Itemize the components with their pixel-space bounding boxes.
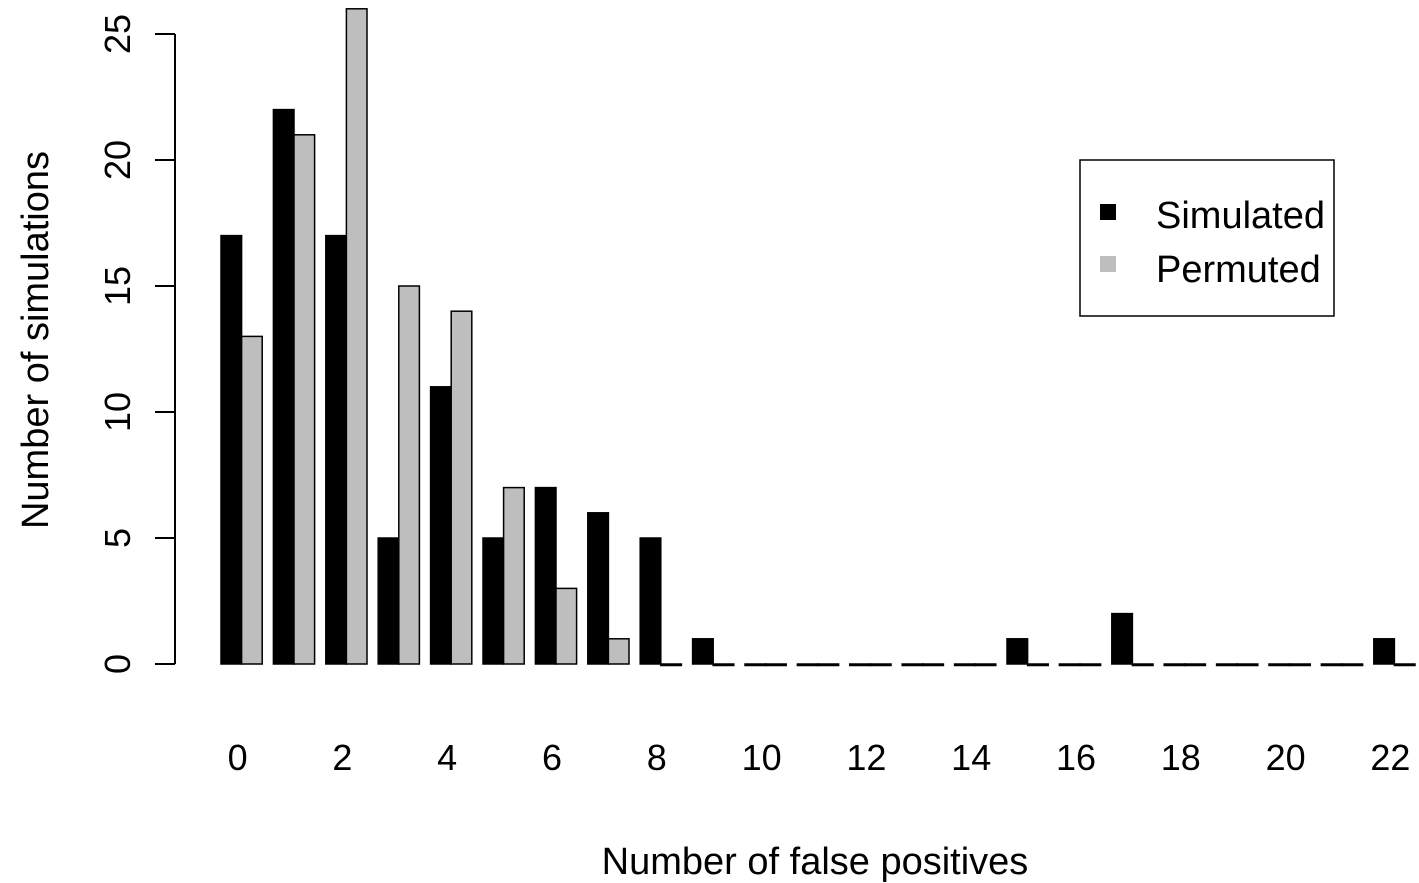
bar-permuted-20 <box>1288 663 1311 667</box>
y-tick-label: 5 <box>97 528 138 548</box>
bar-simulated-12 <box>849 663 872 667</box>
legend-label-permuted: Permuted <box>1156 249 1321 291</box>
bar-simulated-18 <box>1163 663 1186 667</box>
bar-simulated-1 <box>272 108 295 665</box>
bar-permuted-21 <box>1341 663 1364 667</box>
bar-simulated-10 <box>744 663 767 667</box>
bar-simulated-17 <box>1111 612 1134 665</box>
bar-simulated-4 <box>429 386 452 665</box>
bar-permuted-11 <box>817 663 840 667</box>
bar-permuted-19 <box>1236 663 1259 667</box>
bar-permuted-12 <box>869 663 892 667</box>
y-tick-label: 25 <box>97 14 138 54</box>
bar-permuted-7 <box>607 638 630 665</box>
x-tick-label: 6 <box>542 737 562 778</box>
bar-permuted-4 <box>450 310 473 665</box>
y-tick-label: 20 <box>97 140 138 180</box>
x-axis-title: Number of false positives <box>602 841 1029 883</box>
x-tick-label: 12 <box>846 737 886 778</box>
bar-permuted-0 <box>240 335 263 665</box>
bar-simulated-16 <box>1058 663 1081 667</box>
x-tick-label: 22 <box>1370 737 1410 778</box>
x-axis-ticks: 0 2 4 6 8 10 12 14 16 18 20 22 <box>228 737 1411 778</box>
bar-permuted-5 <box>502 486 525 665</box>
x-tick-label: 8 <box>647 737 667 778</box>
bar-permuted-15 <box>1026 663 1049 667</box>
legend-label-simulated: Simulated <box>1156 195 1325 237</box>
bar-permuted-14 <box>974 663 997 667</box>
bar-simulated-13 <box>901 663 924 667</box>
legend: Simulated Permuted <box>1079 159 1335 317</box>
x-tick-label: 16 <box>1056 737 1096 778</box>
bar-simulated-22 <box>1373 638 1396 665</box>
bar-simulated-8 <box>639 537 662 665</box>
bar-permuted-16 <box>1079 663 1102 667</box>
bar-permuted-9 <box>712 663 735 667</box>
bars <box>220 8 1416 667</box>
y-axis: 0 5 10 15 20 25 <box>97 14 176 674</box>
bar-simulated-19 <box>1215 663 1238 667</box>
bar-simulated-9 <box>691 638 714 665</box>
y-tick-label: 10 <box>97 392 138 432</box>
bar-simulated-20 <box>1268 663 1291 667</box>
bar-permuted-17 <box>1131 663 1154 667</box>
bar-simulated-5 <box>482 537 505 665</box>
y-axis-title: Number of simulations <box>15 151 57 529</box>
bar-permuted-8 <box>660 663 683 667</box>
bar-simulated-3 <box>377 537 400 665</box>
legend-swatch-simulated <box>1100 204 1116 220</box>
bar-permuted-22 <box>1393 663 1416 667</box>
y-tick-label: 15 <box>97 266 138 306</box>
legend-box <box>1079 159 1335 317</box>
bar-simulated-11 <box>796 663 819 667</box>
bar-permuted-2 <box>345 8 368 665</box>
bar-permuted-6 <box>555 587 578 665</box>
x-tick-label: 4 <box>437 737 457 778</box>
x-tick-label: 20 <box>1266 737 1306 778</box>
bar-permuted-13 <box>922 663 945 667</box>
bar-permuted-10 <box>764 663 787 667</box>
x-tick-label: 10 <box>742 737 782 778</box>
bar-simulated-7 <box>587 512 610 665</box>
bar-permuted-3 <box>398 285 421 665</box>
bar-simulated-21 <box>1320 663 1343 667</box>
bar-simulated-14 <box>953 663 976 667</box>
bar-simulated-15 <box>1006 638 1029 665</box>
x-tick-label: 18 <box>1161 737 1201 778</box>
bar-simulated-2 <box>325 234 348 665</box>
bar-permuted-1 <box>293 134 316 665</box>
legend-swatch-permuted <box>1100 256 1116 272</box>
bar-permuted-18 <box>1184 663 1207 667</box>
x-tick-label: 2 <box>332 737 352 778</box>
x-tick-label: 14 <box>951 737 991 778</box>
x-tick-label: 0 <box>228 737 248 778</box>
bar-simulated-0 <box>220 234 243 665</box>
bar-simulated-6 <box>534 486 557 665</box>
y-tick-label: 0 <box>97 654 138 674</box>
